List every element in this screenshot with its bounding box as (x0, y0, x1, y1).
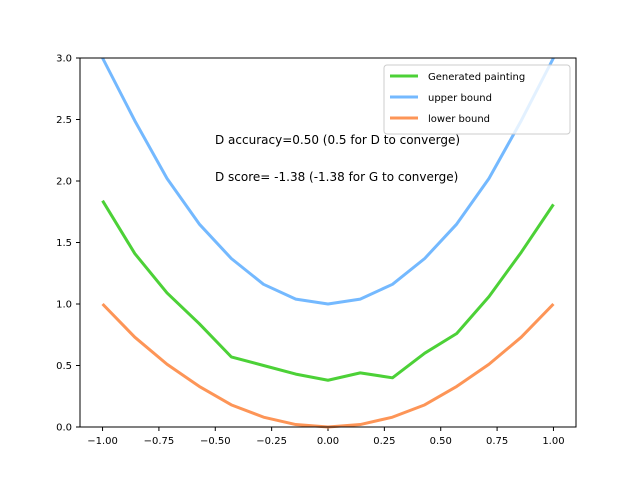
legend-box (383, 64, 571, 135)
x-tick-label: 1.00 (542, 436, 564, 447)
annotations: D accuracy=0.50 (0.5 for D to converge) … (215, 133, 460, 184)
x-tick-label: −0.25 (256, 436, 287, 447)
series-line-2 (101, 57, 555, 306)
x-tick-label: −1.00 (87, 436, 118, 447)
legend-label-3: lower bound (428, 114, 490, 125)
legend: Generated painting upper bound lower bound (383, 64, 571, 135)
series-line-1 (101, 199, 555, 382)
x-tick-label: 0.00 (317, 436, 339, 447)
axes-frame (79, 57, 577, 428)
x-tick-label: 0.75 (486, 436, 508, 447)
y-tick-label: 0.0 (56, 423, 72, 434)
series-line-3 (101, 302, 555, 429)
y-tick-label: 2.0 (56, 177, 72, 188)
axis-ticks: −1.00 −0.75 −0.50 −0.25 0.00 0.25 0.50 0.75 1.00… (56, 54, 564, 448)
annotation-accuracy: D accuracy=0.50 (0.5 for D to converge) (215, 133, 460, 147)
y-tick-label: 1.5 (56, 238, 72, 249)
y-tick-label: 3.0 (56, 54, 72, 65)
legend-label-2: upper bound (428, 93, 492, 104)
x-tick-label: −0.50 (200, 436, 231, 447)
x-tick-label: 0.50 (430, 436, 452, 447)
x-tick-label: −0.75 (144, 436, 175, 447)
y-tick-label: 2.5 (56, 115, 72, 126)
x-tick-label: 0.25 (373, 436, 395, 447)
y-tick-label: 0.5 (56, 361, 72, 372)
y-tick-label: 1.0 (56, 300, 72, 311)
legend-label-1: Generated painting (428, 72, 525, 83)
annotation-score: D score= -1.38 (-1.38 for G to converge) (215, 170, 458, 184)
